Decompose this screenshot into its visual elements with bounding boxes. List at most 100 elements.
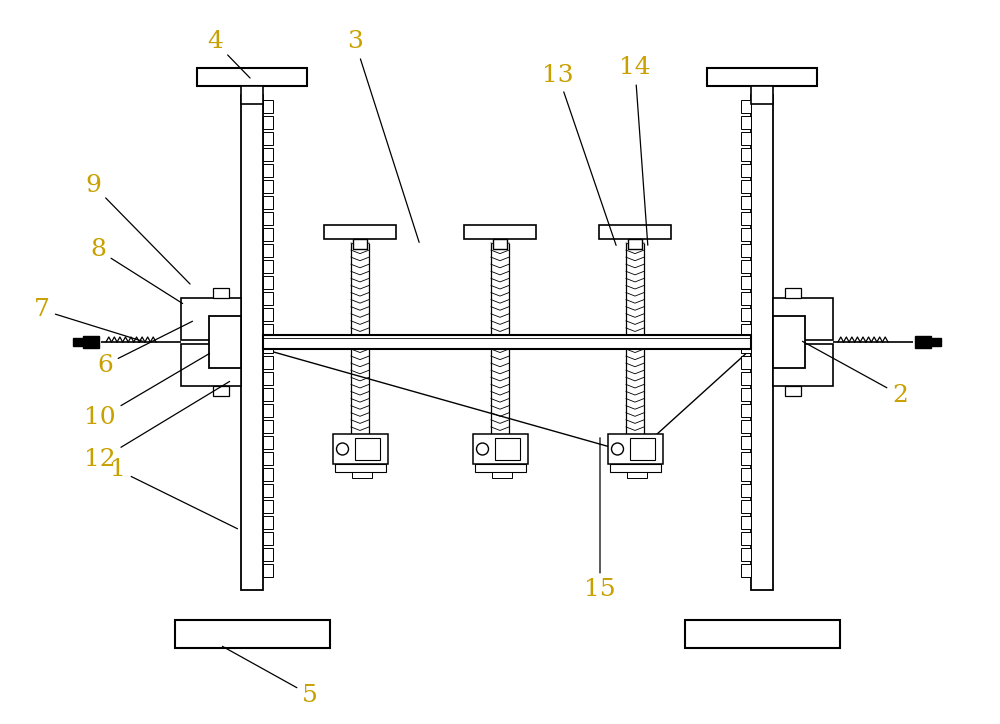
Bar <box>608 434 662 464</box>
Bar <box>473 434 528 464</box>
Bar <box>741 260 751 273</box>
Bar <box>741 468 751 481</box>
Bar <box>684 620 840 648</box>
Bar <box>741 516 751 529</box>
Bar <box>475 464 526 472</box>
Bar <box>263 292 273 305</box>
Bar <box>741 116 751 129</box>
Bar <box>464 225 536 239</box>
Bar <box>263 340 273 353</box>
Bar <box>263 468 273 481</box>
Bar <box>630 438 655 460</box>
Text: 13: 13 <box>542 64 616 245</box>
Bar <box>493 239 507 249</box>
Bar <box>773 344 833 386</box>
Bar <box>263 452 273 465</box>
Bar <box>332 434 388 464</box>
Text: 4: 4 <box>207 30 250 78</box>
Bar <box>355 438 380 460</box>
Bar <box>263 356 273 369</box>
Bar <box>741 340 751 353</box>
Bar <box>263 548 273 561</box>
Bar <box>741 212 751 225</box>
Bar <box>751 86 773 104</box>
Bar <box>263 244 273 257</box>
Bar <box>175 620 330 648</box>
Text: 10: 10 <box>84 353 210 429</box>
Bar <box>263 420 273 433</box>
Bar <box>263 260 273 273</box>
Bar <box>241 86 263 104</box>
Bar <box>741 308 751 321</box>
Bar <box>741 452 751 465</box>
Bar <box>741 132 751 145</box>
Text: 14: 14 <box>619 56 651 245</box>
Bar <box>785 288 801 298</box>
Bar <box>741 548 751 561</box>
Bar <box>181 298 241 340</box>
Bar <box>741 388 751 401</box>
Text: 9: 9 <box>85 174 190 284</box>
Bar <box>213 288 229 298</box>
Bar <box>263 100 273 113</box>
Bar <box>263 116 273 129</box>
Bar <box>263 436 273 449</box>
Bar <box>263 132 273 145</box>
Bar <box>263 196 273 209</box>
Bar <box>915 336 931 348</box>
Bar <box>741 164 751 177</box>
Bar <box>73 338 83 346</box>
Bar <box>181 344 241 386</box>
Bar <box>741 292 751 305</box>
Bar <box>83 336 99 348</box>
Text: 6: 6 <box>97 321 193 376</box>
Bar <box>741 532 751 545</box>
Bar <box>495 438 520 460</box>
Bar <box>263 164 273 177</box>
Bar <box>741 100 751 113</box>
Bar <box>263 564 273 577</box>
Bar <box>263 484 273 497</box>
Bar <box>492 472 512 478</box>
Bar <box>741 372 751 385</box>
Bar <box>741 180 751 193</box>
Bar <box>741 484 751 497</box>
Bar <box>263 324 273 337</box>
Bar <box>785 386 801 396</box>
Bar <box>352 472 372 478</box>
Text: 8: 8 <box>90 238 183 303</box>
Bar <box>741 228 751 241</box>
Bar <box>627 472 647 478</box>
Text: 7: 7 <box>34 298 142 341</box>
Bar <box>741 324 751 337</box>
Bar <box>263 516 273 529</box>
Bar <box>751 95 773 590</box>
Bar <box>263 276 273 289</box>
Bar <box>263 148 273 161</box>
Bar <box>628 239 642 249</box>
Bar <box>741 244 751 257</box>
Bar <box>599 225 671 239</box>
Bar <box>741 196 751 209</box>
Bar <box>741 148 751 161</box>
Bar <box>741 420 751 433</box>
Text: 5: 5 <box>222 647 318 707</box>
Bar <box>741 436 751 449</box>
Bar <box>241 95 263 590</box>
Bar <box>263 212 273 225</box>
Bar <box>773 298 833 340</box>
Bar <box>773 316 805 368</box>
Bar <box>263 388 273 401</box>
Text: 15: 15 <box>584 438 616 602</box>
Bar <box>263 372 273 385</box>
Bar <box>931 338 941 346</box>
Text: 3: 3 <box>347 30 419 243</box>
Bar <box>213 386 229 396</box>
Bar <box>263 532 273 545</box>
Bar <box>741 564 751 577</box>
Bar <box>263 404 273 417</box>
Bar <box>263 180 273 193</box>
Bar <box>334 464 386 472</box>
Bar <box>707 68 817 86</box>
Text: 12: 12 <box>84 382 230 471</box>
